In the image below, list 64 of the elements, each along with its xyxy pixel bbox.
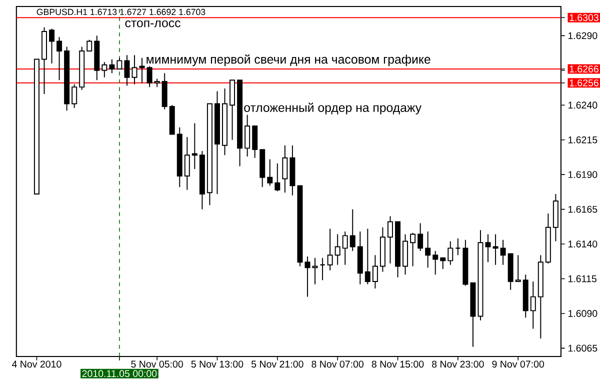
chart-title: GBPUSD.H1 1.6713 1.6727 1.6692 1.6703: [36, 8, 206, 15]
candlestick: [530, 280, 536, 330]
candlestick: [387, 216, 393, 264]
candlestick: [102, 61, 108, 78]
candlestick: [418, 222, 424, 252]
candlestick: [448, 240, 454, 266]
candlestick: [440, 257, 446, 270]
x-tick-label: 5 Nov 13:00: [191, 360, 244, 368]
candlestick: [192, 122, 198, 170]
candlestick: [410, 232, 416, 267]
y-tick-label: 1.6240: [568, 101, 598, 108]
candlestick: [312, 257, 318, 285]
y-tick-label: 1.6303: [570, 14, 598, 21]
x-tick-label: 5 Nov 05:00: [131, 360, 183, 368]
candlestick: [267, 158, 273, 186]
candlestick: [132, 54, 138, 85]
y-tick-label: 1.6065: [568, 344, 598, 352]
candlestick: [49, 28, 55, 64]
candlestick: [86, 39, 92, 52]
candlestick: [432, 250, 438, 275]
y-tick-label: 1.6256: [570, 79, 598, 86]
candlestick: [425, 230, 431, 268]
candlestick: [500, 239, 506, 266]
x-tick-label: 2010.11.05 00:00: [82, 370, 157, 377]
candlestick: [244, 114, 250, 157]
candlestick: [364, 228, 370, 285]
ref-line-label: отложенный ордер на продажу: [244, 102, 422, 114]
y-tick-label: 1.6215: [568, 136, 598, 144]
candlestick: [334, 234, 340, 266]
candlestick: [184, 136, 190, 190]
y-tick-label: 1.6266: [570, 65, 598, 72]
y-tick-label: 1.6165: [568, 206, 598, 213]
candlestick: [139, 57, 145, 84]
ref-line-label: мимнимум первой свечи дня на часовом графике: [146, 54, 430, 66]
y-tick-label: 1.6190: [568, 170, 598, 178]
candlestick: [304, 256, 310, 298]
candlestick: [109, 58, 115, 74]
candlestick: [146, 66, 152, 88]
candlestick: [372, 254, 378, 289]
candlestick: [455, 238, 461, 256]
candlestick: [274, 162, 280, 192]
candlestick: [252, 125, 258, 158]
y-tick-label: 1.6140: [568, 240, 598, 248]
candlestick: [342, 230, 348, 266]
x-tick-label: 8 Nov 15:00: [372, 360, 424, 368]
y-tick-label: 1.6115: [568, 275, 596, 282]
candlestick: [515, 254, 521, 282]
candlestick: [350, 208, 356, 252]
y-tick-label: 1.6090: [568, 310, 598, 317]
candlestick: [485, 234, 491, 262]
candlestick: [72, 84, 78, 108]
y-tick-label: 1.6290: [568, 32, 598, 39]
x-tick-label: 4 Nov 2010: [12, 360, 62, 368]
ref-line-label: стоп-лосс: [125, 20, 180, 28]
x-tick-label: 8 Nov 07:00: [312, 360, 364, 368]
x-tick-label: 9 Nov 07:00: [492, 360, 544, 368]
candlestick: [327, 228, 333, 271]
x-tick-label: 5 Nov 21:00: [251, 360, 304, 368]
candlestick: [116, 57, 122, 70]
candlestick: [124, 54, 130, 86]
candlestick: [56, 36, 62, 80]
x-tick-label: 8 Nov 23:00: [432, 360, 484, 368]
candlestick: [492, 234, 498, 266]
candlestick: [282, 144, 288, 193]
